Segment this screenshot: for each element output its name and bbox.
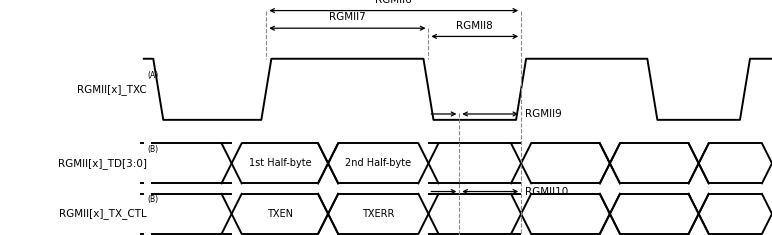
Text: RGMII[x]_TD[3:0]: RGMII[x]_TD[3:0] xyxy=(58,158,147,169)
Text: 1st Half-byte: 1st Half-byte xyxy=(249,158,311,168)
Text: RGMII6: RGMII6 xyxy=(375,0,412,5)
Text: RGMII7: RGMII7 xyxy=(329,12,366,22)
Text: RGMII8: RGMII8 xyxy=(456,20,493,31)
Text: 2nd Half-byte: 2nd Half-byte xyxy=(345,158,411,168)
Text: (B): (B) xyxy=(147,145,158,154)
Text: TXEN: TXEN xyxy=(267,209,293,219)
Text: RGMII[x]_TX_CTL: RGMII[x]_TX_CTL xyxy=(59,208,147,219)
Text: TXERR: TXERR xyxy=(362,209,394,219)
Text: (A): (A) xyxy=(147,71,159,80)
Text: RGMII10: RGMII10 xyxy=(525,187,568,196)
Text: (B): (B) xyxy=(147,195,158,204)
Text: RGMII[x]_TXC: RGMII[x]_TXC xyxy=(77,84,147,95)
Text: RGMII9: RGMII9 xyxy=(525,109,562,119)
